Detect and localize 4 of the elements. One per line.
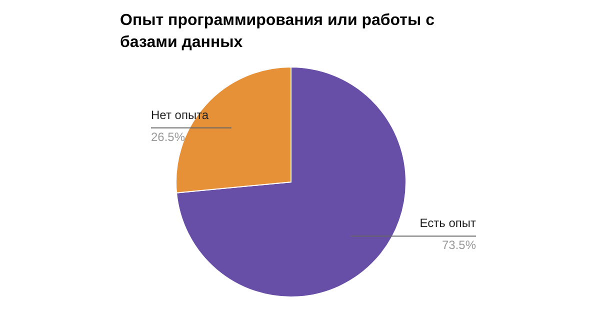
chart-title: Опыт программирования или работы с базами данных — [120, 12, 435, 51]
data-label: 26.5% — [151, 130, 186, 144]
data-label: 73.5% — [442, 238, 476, 252]
slice-label: Есть опыт — [420, 216, 476, 230]
